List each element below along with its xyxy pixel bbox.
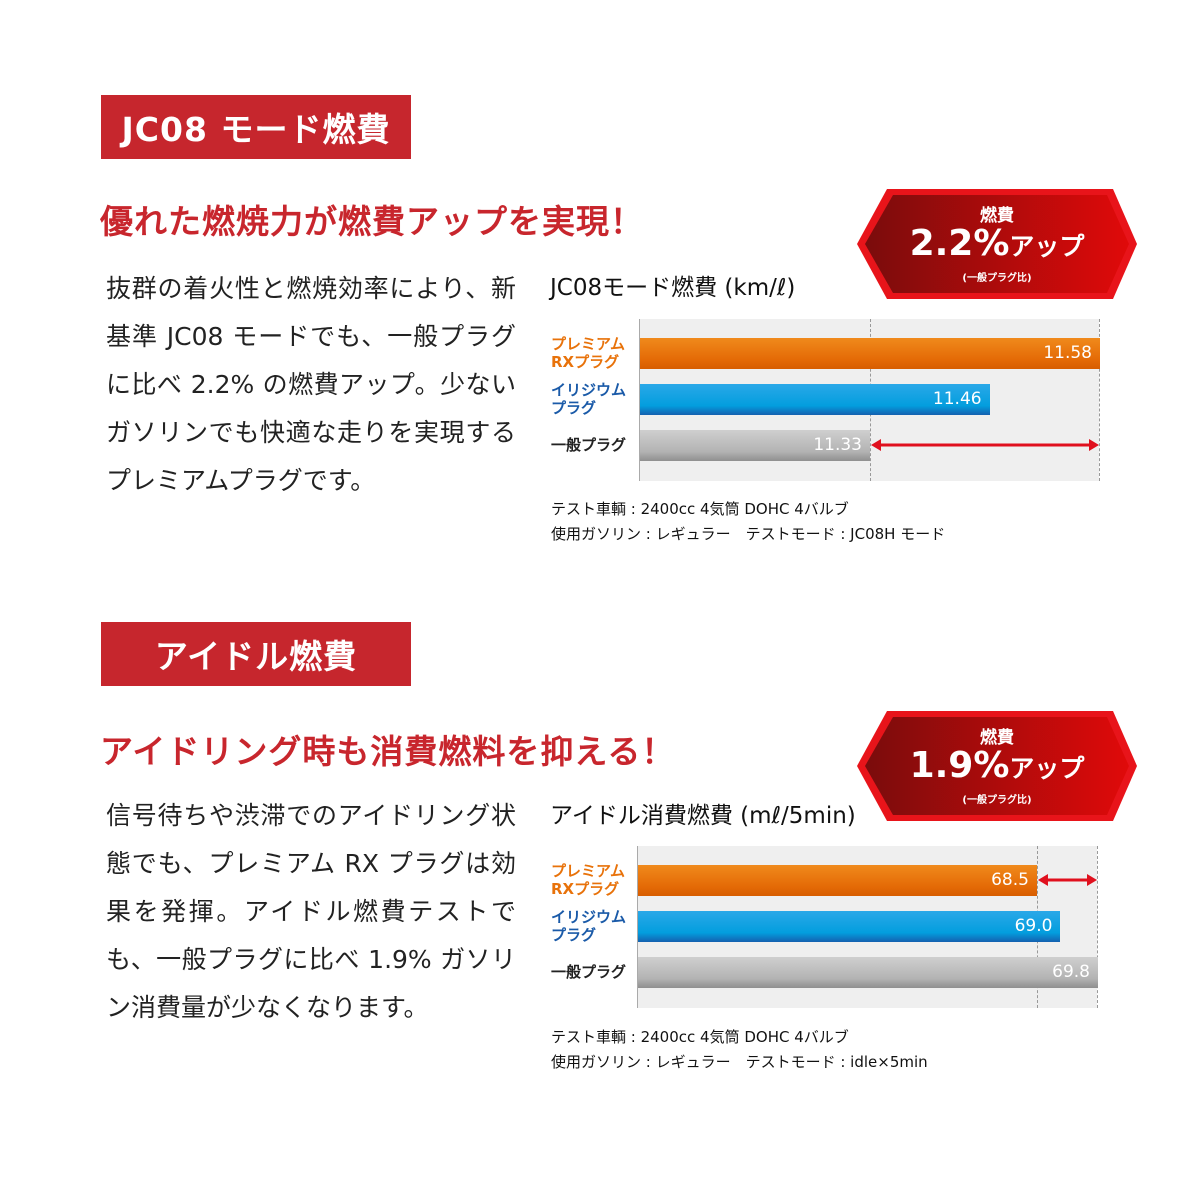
section-header-idle: アイドル燃費 — [101, 622, 411, 686]
bar-1: 11.46 — [640, 384, 990, 415]
plot-area: 68.5 69.0 69.8 — [637, 846, 1098, 1008]
bar-value-label: 11.33 — [813, 435, 862, 455]
badge-value: 2.2%アップ — [855, 223, 1139, 264]
category-label: 一般プラグ — [551, 963, 627, 981]
note-vehicle: テスト車輌 : 2400cc 4気筒 DOHC 4バルブ — [551, 500, 849, 518]
badge-label: 燃費 — [980, 728, 1014, 748]
badge-idle: 燃費 1.9%アップ (一般プラグ比) — [855, 709, 1139, 823]
difference-arrow-icon — [871, 439, 1099, 451]
badge-hexagon-icon — [857, 189, 1137, 299]
badge-suffix: アップ — [1009, 754, 1085, 783]
plot-area: 11.58 11.46 11.33 — [639, 319, 1100, 481]
chart-notes-jc08: テスト車輌 : 2400cc 4気筒 DOHC 4バルブ 使用ガソリン : レギ… — [551, 497, 945, 547]
body-text-idle: 信号待ちや渋滞でのアイドリング状態でも、プレミアム RX プラグは効果を発揮。ア… — [106, 801, 516, 1022]
body-text-jc08: 抜群の着火性と燃焼効率により、新基準 JC08 モードでも、一般プラグに比べ 2… — [106, 274, 516, 495]
note-fuel-mode: 使用ガソリン : レギュラー テストモード : idle×5min — [551, 1053, 928, 1071]
badge-label: 燃費 — [980, 206, 1014, 226]
category-label: プレミアム RXプラグ — [551, 335, 625, 371]
note-vehicle: テスト車輌 : 2400cc 4気筒 DOHC 4バルブ — [551, 1028, 849, 1046]
bar-1: 69.0 — [638, 911, 1061, 942]
reference-line — [1099, 319, 1100, 481]
reference-line — [1097, 846, 1098, 1008]
note-fuel-mode: 使用ガソリン : レギュラー テストモード : JC08H モード — [551, 525, 946, 543]
bar-value-label: 11.46 — [932, 389, 982, 409]
category-label: イリジウム プラグ — [551, 381, 627, 417]
bar-2: 69.8 — [638, 957, 1098, 988]
bar-value-label: 68.5 — [991, 870, 1029, 890]
badge-percent: 2.2% — [909, 223, 1010, 264]
chart-title-idle: アイドル消費燃費 (mℓ/5min) — [550, 803, 856, 829]
category-label: 一般プラグ — [551, 436, 627, 454]
bar-0: 68.5 — [638, 865, 1037, 896]
badge-jc08: 燃費 2.2%アップ (一般プラグ比) — [855, 187, 1139, 301]
bar-value-label: 11.58 — [1043, 343, 1092, 363]
section-header-jc08: JC08 モード燃費 — [101, 95, 411, 159]
headline-idle: アイドリング時も消費燃料を抑える！ — [100, 732, 676, 771]
chart-title-jc08: JC08モード燃費 (km/ℓ) — [550, 275, 796, 301]
headline-jc08: 優れた燃焼力が燃費アップを実現！ — [100, 202, 644, 241]
badge-percent: 1.9% — [909, 745, 1010, 786]
bar-2: 11.33 — [640, 430, 870, 461]
bar-value-label: 69.8 — [1052, 962, 1090, 982]
category-label: プレミアム RXプラグ — [551, 862, 625, 898]
badge-hexagon-icon — [857, 711, 1137, 821]
difference-arrow-icon — [1037, 874, 1097, 886]
badge-suffix: アップ — [1009, 232, 1085, 261]
badge-value: 1.9%アップ — [855, 745, 1139, 786]
badge-note: (一般プラグ比) — [962, 795, 1032, 806]
category-label: イリジウム プラグ — [551, 908, 627, 944]
badge-note: (一般プラグ比) — [962, 273, 1032, 284]
bar-value-label: 69.0 — [1014, 916, 1053, 936]
chart-notes-idle: テスト車輌 : 2400cc 4気筒 DOHC 4バルブ 使用ガソリン : レギ… — [551, 1025, 928, 1075]
bar-0: 11.58 — [640, 338, 1100, 369]
